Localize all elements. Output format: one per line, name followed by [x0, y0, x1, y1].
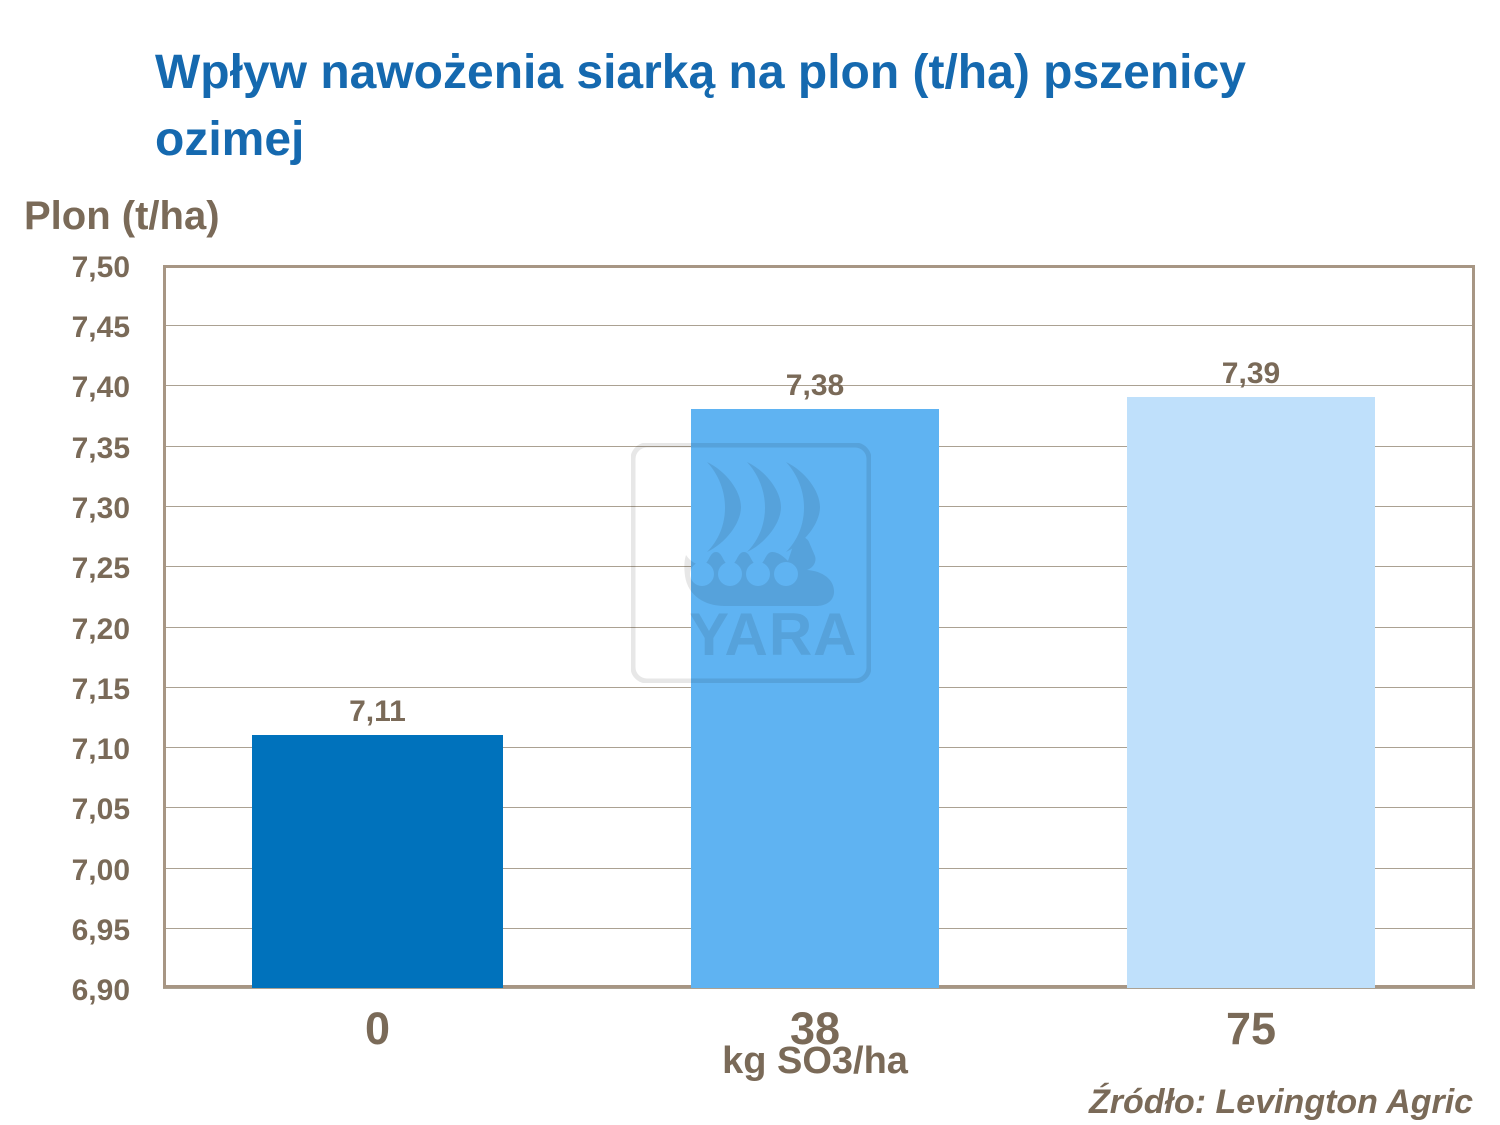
svg-text:YARA: YARA	[689, 601, 858, 668]
